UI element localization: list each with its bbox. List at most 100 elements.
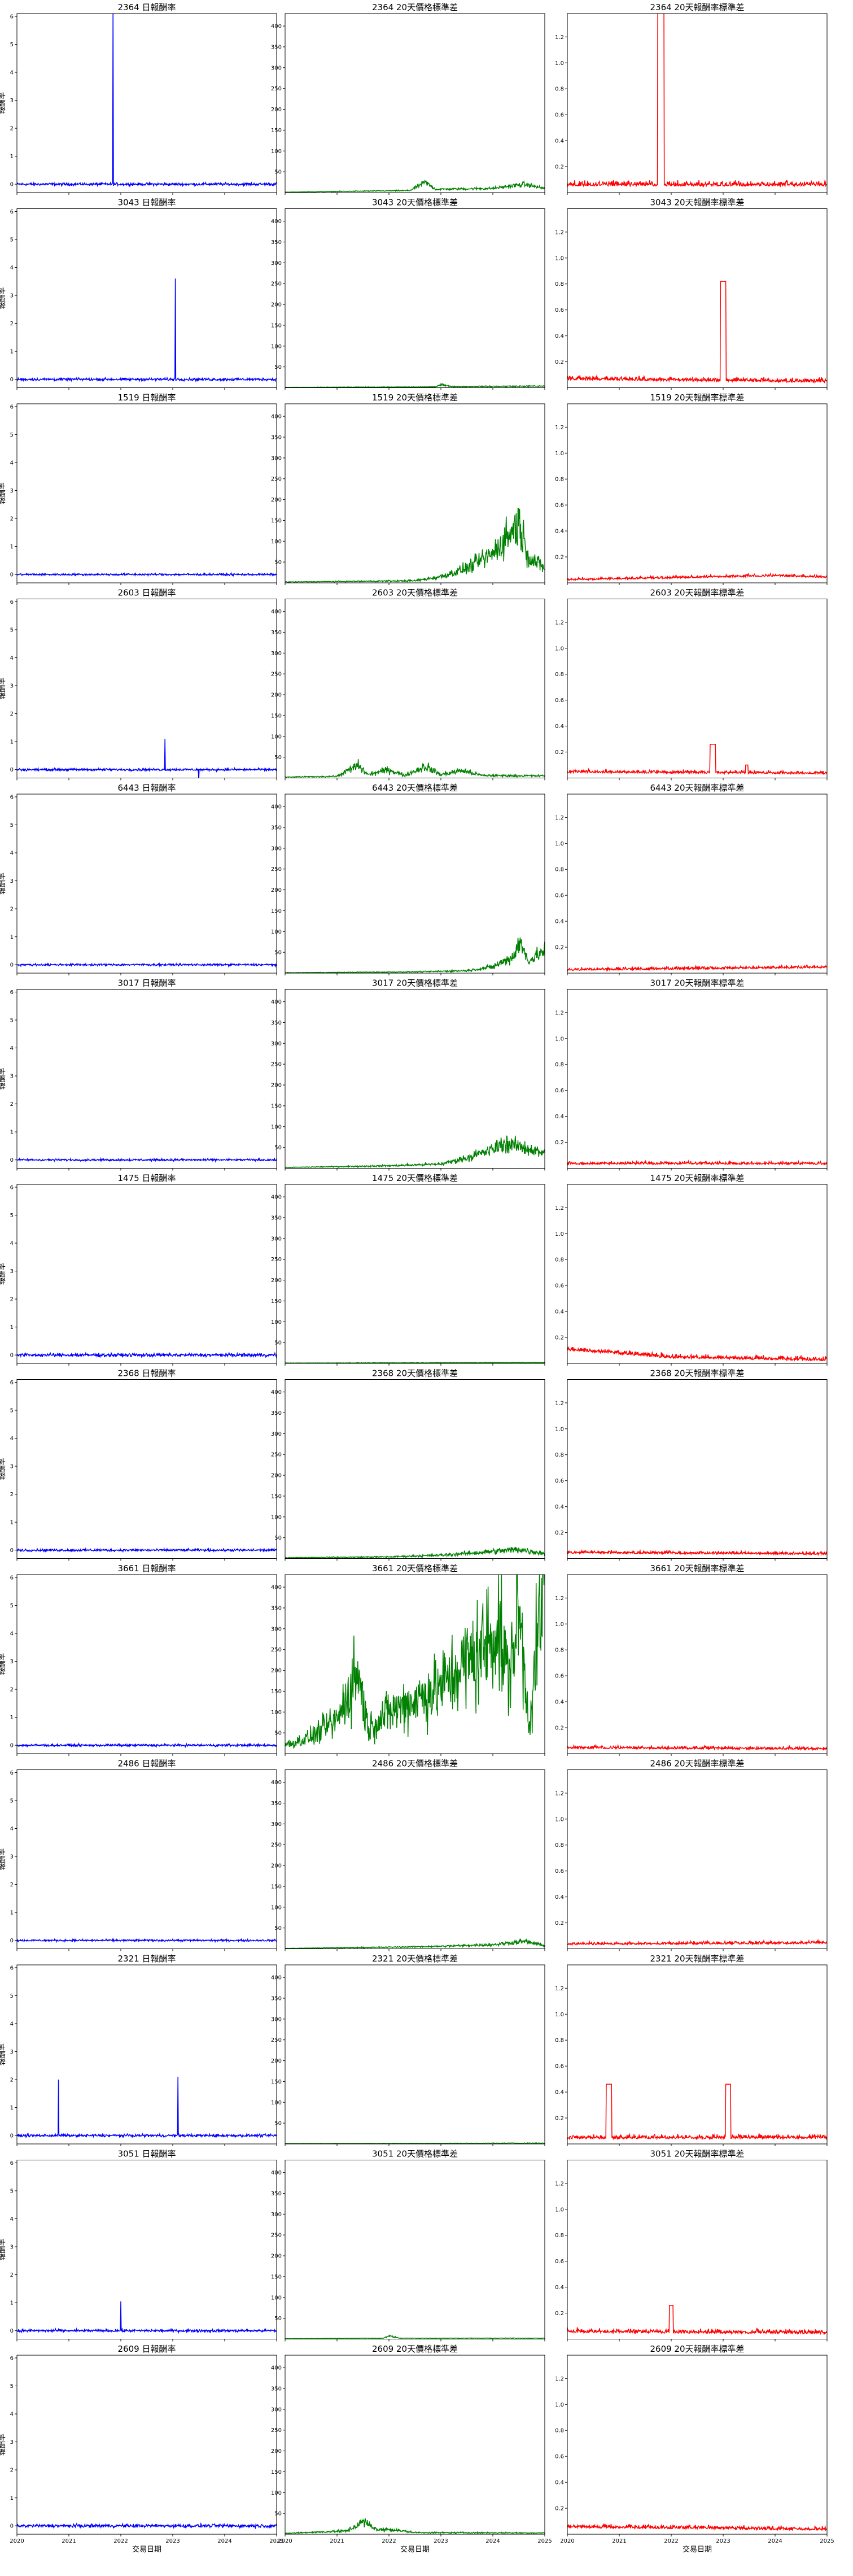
y-tick-label: 6 xyxy=(10,209,14,215)
y-tick-label: 1 xyxy=(10,2105,14,2111)
y-axis-label: 報酬率 xyxy=(0,1848,7,1870)
y-tick-label: 6 xyxy=(10,794,14,800)
series-line-ret_std xyxy=(567,1346,827,1362)
subplot-3017-ret_std: 3017 20天報酬率標準差 0.2 0.4 0.6 0.8 1.0 1.2 xyxy=(555,978,828,1171)
y-tick-label: 2 xyxy=(10,1882,14,1888)
subplot-title: 2368 20天報酬率標準差 xyxy=(650,1368,744,1379)
y-tick-label: 400 xyxy=(271,1780,282,1786)
subplot-2321-ret: 2321 日報酬率 0 1 2 3 4 5 6 報酬率 xyxy=(0,1954,277,2146)
y-tick-label: 1.2 xyxy=(555,34,564,41)
y-axis-label: 報酬率 xyxy=(0,1458,7,1480)
y-tick-label: 350 xyxy=(271,630,282,636)
y-tick-label: 350 xyxy=(271,1410,282,1416)
y-tick-label: 5 xyxy=(10,1017,14,1023)
subplot-3043-ret: 3043 日報酬率 0 1 2 3 4 5 6 報酬率 xyxy=(0,198,277,390)
y-tick-label: 2 xyxy=(10,126,14,132)
y-tick-label: 1 xyxy=(10,1324,14,1331)
subplot-title: 2603 日報酬率 xyxy=(118,588,176,598)
y-tick-label: 1.0 xyxy=(555,1036,564,1042)
y-tick-label: 0.2 xyxy=(555,1140,564,1146)
y-tick-label: 2 xyxy=(10,321,14,327)
y-tick-label: 250 xyxy=(271,2427,282,2434)
y-tick-label: 150 xyxy=(271,2469,282,2475)
y-tick-label: 0.2 xyxy=(555,749,564,756)
subplot-title: 3051 20天報酬率標準差 xyxy=(650,2149,744,2159)
y-tick-label: 0.2 xyxy=(555,1725,564,1732)
y-tick-label: 1 xyxy=(10,154,14,160)
subplot-title: 2364 20天價格標準差 xyxy=(372,2,458,12)
series-line-ret_std xyxy=(567,964,827,972)
subplot-title: 2609 20天報酬率標準差 xyxy=(650,2344,744,2354)
subplot-title: 3661 20天報酬率標準差 xyxy=(650,1563,744,1574)
y-tick-label: 1 xyxy=(10,2495,14,2501)
y-tick-label: 5 xyxy=(10,1798,14,1804)
subplot-6443-ret_std: 6443 20天報酬率標準差 0.2 0.4 0.6 0.8 1.0 1.2 xyxy=(555,783,828,975)
y-tick-label: 250 xyxy=(271,672,282,678)
y-tick-label: 0.2 xyxy=(555,945,564,951)
y-tick-label: 6 xyxy=(10,990,14,996)
y-tick-label: 1.2 xyxy=(555,1986,564,1992)
y-tick-label: 300 xyxy=(271,260,282,267)
y-tick-label: 5 xyxy=(10,1407,14,1414)
x-tick-label: 2020 xyxy=(278,2538,292,2544)
y-tick-label: 400 xyxy=(271,414,282,420)
y-tick-label: 300 xyxy=(271,1626,282,1632)
y-tick-label: 1.0 xyxy=(555,1622,564,1628)
y-tick-label: 1.0 xyxy=(555,451,564,457)
plot-frame xyxy=(16,208,277,388)
y-tick-label: 2 xyxy=(10,1492,14,1498)
series-line-ret xyxy=(17,278,277,383)
subplot-2486-ret: 2486 日報酬率 0 1 2 3 4 5 6 報酬率 xyxy=(0,1759,277,1951)
y-tick-label: 1.2 xyxy=(555,1596,564,1602)
x-tick-label: 2021 xyxy=(62,2538,76,2544)
y-tick-label: 2 xyxy=(10,1297,14,1303)
subplot-3043-ret_std: 3043 20天報酬率標準差 0.2 0.4 0.6 0.8 1.0 1.2 xyxy=(555,198,828,390)
y-tick-label: 0 xyxy=(10,377,14,383)
y-tick-label: 6 xyxy=(10,404,14,410)
y-tick-label: 50 xyxy=(274,1145,282,1151)
y-tick-label: 0.2 xyxy=(555,2116,564,2122)
plot-frame xyxy=(285,13,545,193)
y-tick-label: 0.6 xyxy=(555,1868,564,1875)
y-tick-label: 0.8 xyxy=(555,1842,564,1849)
y-tick-label: 250 xyxy=(271,1842,282,1849)
y-tick-label: 50 xyxy=(274,1535,282,1541)
y-tick-label: 50 xyxy=(274,2121,282,2127)
y-tick-label: 4 xyxy=(10,70,14,76)
plot-frame xyxy=(567,1184,828,1364)
subplot-title: 2609 20天價格標準差 xyxy=(372,2344,458,2354)
plot-frame xyxy=(16,1184,277,1364)
y-tick-label: 300 xyxy=(271,845,282,852)
subplot-3017-price_std: 3017 20天價格標準差 50 100 150 200 250 300 350 400 xyxy=(271,978,545,1171)
plot-frame xyxy=(16,599,277,778)
y-tick-label: 1 xyxy=(10,2300,14,2307)
series-line-price_std xyxy=(285,2334,545,2339)
y-tick-label: 4 xyxy=(10,2412,14,2418)
y-tick-label: 6 xyxy=(10,1380,14,1386)
y-tick-label: 5 xyxy=(10,822,14,829)
x-tick-label: 2020 xyxy=(10,2538,24,2544)
subplot-3051-ret: 3051 日報酬率 0 1 2 3 4 5 6 報酬率 xyxy=(0,2149,277,2342)
y-tick-label: 400 xyxy=(271,999,282,1005)
y-tick-label: 1.2 xyxy=(555,815,564,821)
y-tick-label: 0.6 xyxy=(555,307,564,313)
y-tick-label: 50 xyxy=(274,169,282,176)
y-tick-label: 2 xyxy=(10,1101,14,1108)
y-tick-label: 0.6 xyxy=(555,893,564,899)
plot-frame xyxy=(285,1769,545,1949)
y-tick-label: 0.2 xyxy=(555,164,564,171)
series-line-price_std xyxy=(285,508,545,583)
subplot-title: 2486 日報酬率 xyxy=(118,1759,176,1769)
y-tick-label: 0.2 xyxy=(555,555,564,561)
y-tick-label: 50 xyxy=(274,950,282,956)
y-tick-label: 0.8 xyxy=(555,2038,564,2044)
y-axis-label: 報酬率 xyxy=(0,482,7,504)
y-tick-label: 400 xyxy=(271,2365,282,2372)
subplot-title: 1519 日報酬率 xyxy=(118,393,176,403)
y-tick-label: 1.2 xyxy=(555,620,564,626)
y-tick-label: 200 xyxy=(271,887,282,893)
y-tick-label: 50 xyxy=(274,364,282,371)
y-tick-label: 300 xyxy=(271,2016,282,2023)
y-tick-label: 4 xyxy=(10,2216,14,2222)
y-tick-label: 0.4 xyxy=(555,723,564,730)
